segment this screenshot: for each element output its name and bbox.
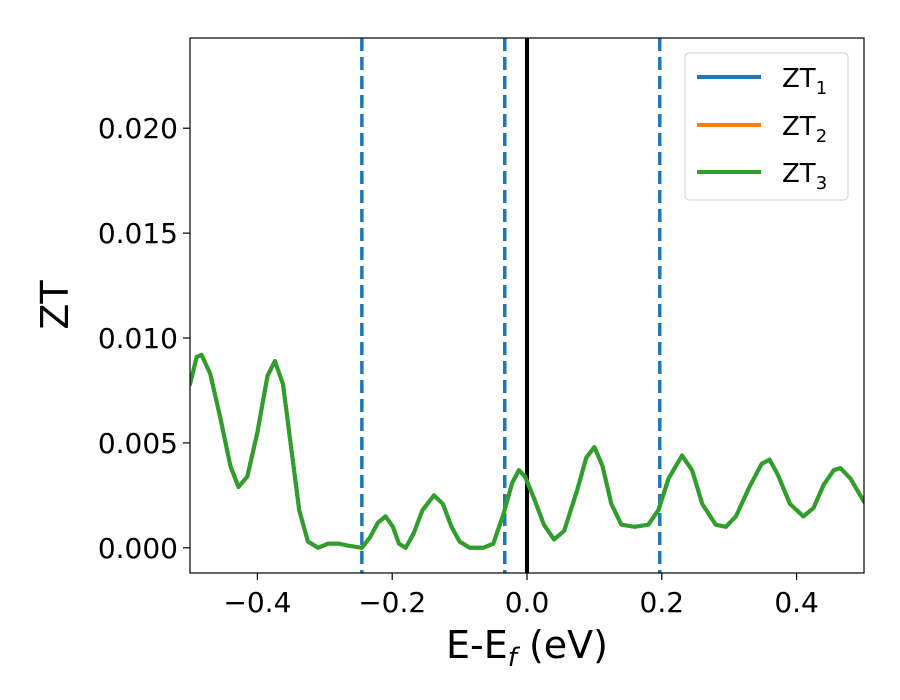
x-tick-label: −0.4 xyxy=(223,586,291,619)
legend-box xyxy=(684,52,849,201)
x-tick-label: 0.2 xyxy=(640,586,685,619)
x-axis-title-main: E-E xyxy=(446,623,508,667)
y-axis-title: ZT xyxy=(33,280,77,330)
legend-label-zt1-sub: 1 xyxy=(816,78,827,99)
x-axis-title-suffix: (eV) xyxy=(517,623,608,667)
series-line-zt3 xyxy=(190,352,864,550)
y-tick-label: 0.015 xyxy=(98,217,178,250)
legend-label-zt2-main: ZT xyxy=(782,112,816,142)
x-tick-label: −0.2 xyxy=(358,586,426,619)
series-group xyxy=(190,352,864,550)
y-tick-label: 0.000 xyxy=(98,532,178,565)
legend-label-zt3-sub: 3 xyxy=(816,173,827,194)
y-tick-label: 0.010 xyxy=(98,322,178,355)
legend-label-zt3: ZT3 xyxy=(782,159,827,194)
legend-label-zt1-main: ZT xyxy=(782,64,816,94)
legend-label-zt2: ZT2 xyxy=(782,112,827,147)
x-tick-label: 0.4 xyxy=(774,586,819,619)
x-axis: −0.4 −0.2 0.0 0.2 0.4 xyxy=(223,573,819,619)
y-tick-label: 0.020 xyxy=(98,112,178,145)
legend-label-zt2-sub: 2 xyxy=(816,126,827,147)
y-axis: 0.000 0.005 0.010 0.015 0.020 xyxy=(98,112,190,565)
x-axis-title: E-Ef (eV) xyxy=(446,623,608,673)
legend-label-zt1: ZT1 xyxy=(782,64,827,99)
legend-label-zt3-main: ZT xyxy=(782,159,816,189)
y-tick-label: 0.005 xyxy=(98,427,178,460)
legend: ZT1 ZT2 ZT3 xyxy=(684,52,849,201)
x-tick-label: 0.0 xyxy=(505,586,550,619)
